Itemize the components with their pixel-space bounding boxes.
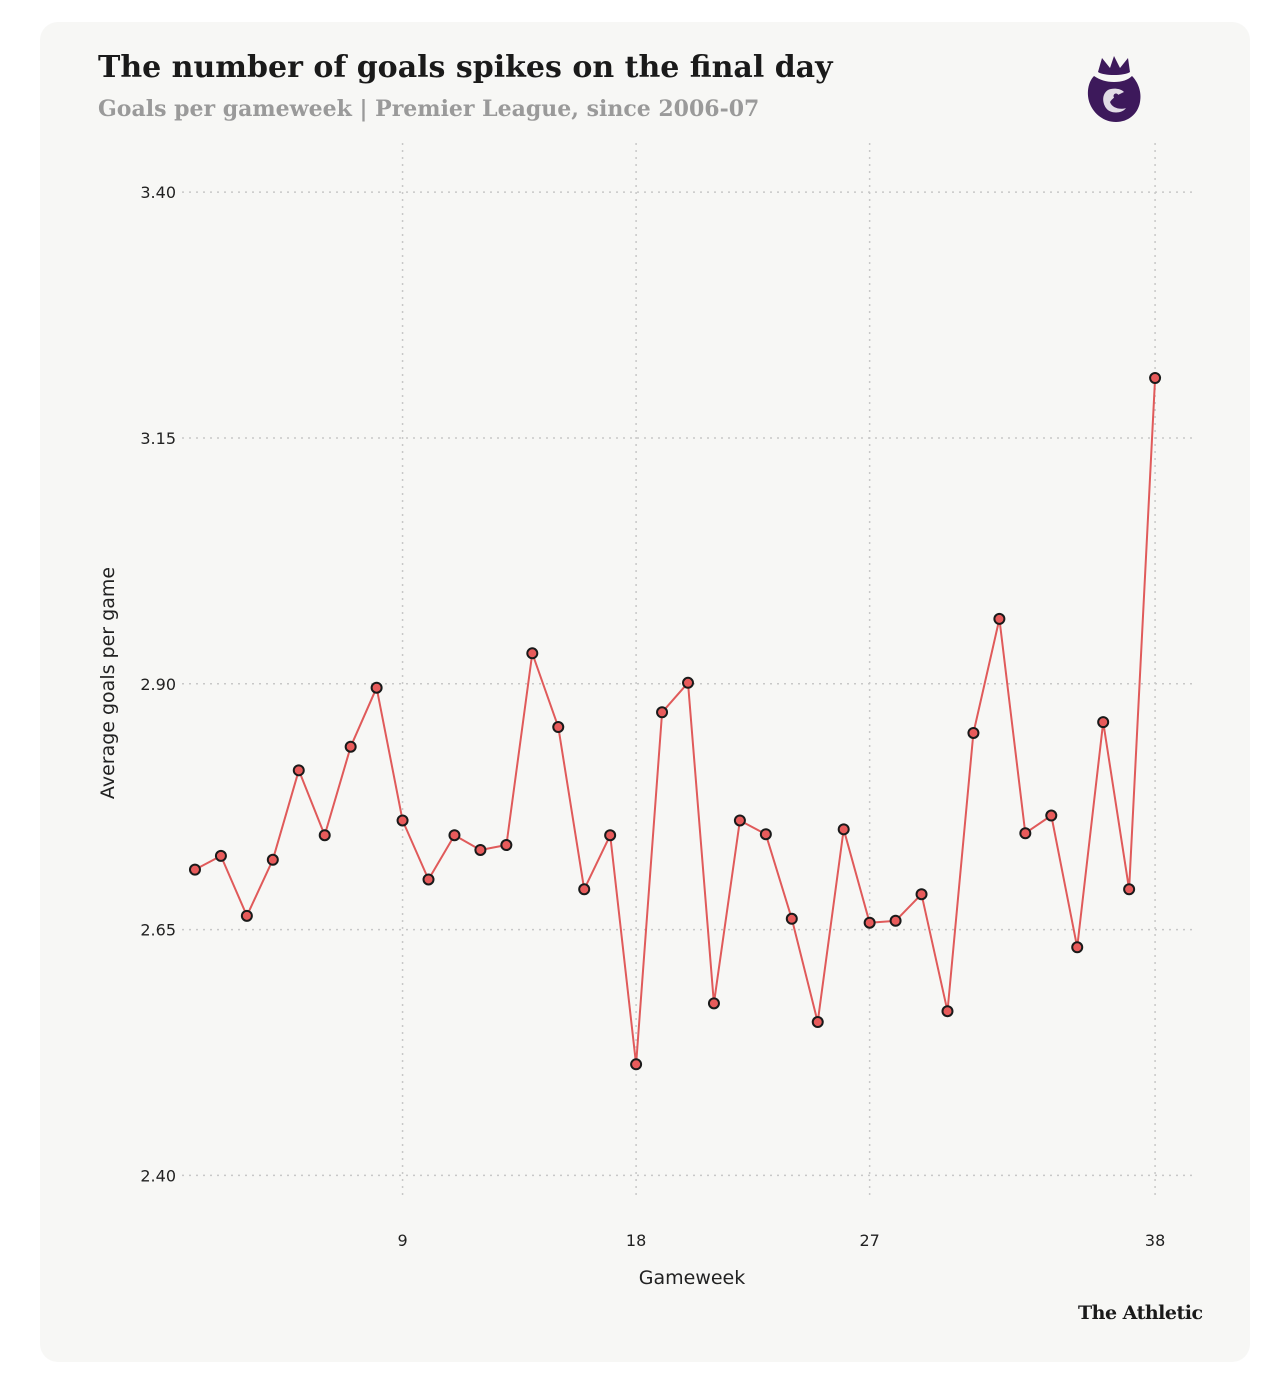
series-line-path (194, 377, 1157, 1066)
data-point (1045, 809, 1058, 822)
data-point (526, 647, 539, 660)
data-point (967, 726, 980, 739)
data-point (240, 909, 253, 922)
data-point (370, 681, 383, 694)
data-point (188, 863, 201, 876)
data-point (422, 873, 435, 886)
data-point (682, 676, 694, 689)
chart-subtitle: Goals per gameweek | Premier League, sin… (98, 96, 760, 122)
data-point (448, 829, 461, 842)
tick-labels: 2.40 2.65 2.90 3.15 3.40 9 18 27 38 (140, 183, 1165, 1250)
x-tick-label: 9 (397, 1231, 407, 1250)
x-tick-label: 38 (1145, 1231, 1165, 1250)
premier-league-lion-icon (1087, 56, 1141, 122)
data-point (1097, 716, 1110, 729)
chart-title: The number of goals spikes on the final … (98, 50, 833, 85)
data-point (941, 1005, 954, 1018)
data-point (733, 814, 746, 827)
y-tick-label: 2.40 (140, 1166, 176, 1185)
data-point (292, 764, 305, 777)
data-point (656, 706, 669, 719)
data-point (707, 997, 720, 1010)
y-tick-label: 3.15 (140, 429, 176, 448)
brand-logo: The Athletic (1078, 1302, 1203, 1324)
x-tick-label: 27 (859, 1231, 879, 1250)
y-tick-label: 2.65 (140, 921, 176, 940)
chart-card (40, 22, 1250, 1362)
data-markers (188, 371, 1162, 1071)
data-point (396, 814, 409, 827)
data-point (266, 853, 279, 866)
data-point (811, 1016, 824, 1029)
data-point (837, 823, 850, 836)
data-point (785, 912, 798, 925)
data-point (889, 914, 902, 927)
data-point (500, 839, 513, 852)
data-point (552, 721, 565, 734)
data-point (1019, 827, 1032, 840)
x-axis-title: Gameweek (639, 1267, 746, 1289)
grid-lines (182, 143, 1194, 1200)
data-point (759, 828, 772, 841)
data-point (318, 829, 331, 842)
data-point (993, 612, 1006, 625)
series-line (194, 377, 1157, 1066)
data-point (1123, 883, 1136, 896)
data-point (578, 883, 591, 896)
data-point (1149, 371, 1162, 384)
data-point (1071, 941, 1084, 954)
data-point (214, 849, 227, 862)
data-point (630, 1058, 643, 1071)
data-point (604, 829, 617, 842)
y-axis-title: Average goals per game (97, 567, 119, 799)
data-point (474, 843, 487, 856)
y-tick-label: 2.90 (140, 675, 176, 694)
data-point (344, 740, 357, 753)
data-point (863, 916, 876, 929)
data-point (915, 888, 928, 901)
x-tick-label: 18 (626, 1231, 646, 1250)
y-tick-label: 3.40 (140, 183, 176, 202)
